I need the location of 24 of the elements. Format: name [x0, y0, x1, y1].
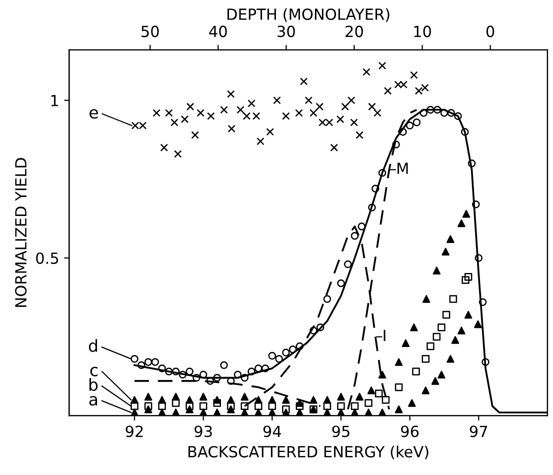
legend-label: a	[89, 396, 98, 406]
x-tick-label: 96	[401, 426, 419, 438]
x2-axis-title: DEPTH (MONOLAYER)	[227, 8, 390, 22]
series-label: M	[398, 162, 408, 174]
legend-label: d	[88, 339, 98, 352]
y-axis-title: NORMALIZED YIELD	[15, 158, 27, 307]
legend-label: e	[90, 109, 98, 119]
legend-label: b	[89, 378, 98, 391]
x2-tick-label: 10	[414, 26, 431, 38]
x-tick-label: 92	[126, 426, 143, 438]
x-tick-label: 94	[263, 426, 282, 438]
x2-tick-label: 40	[209, 26, 227, 38]
x-axis-title: BACKSCATTERED ENERGY (keV)	[188, 446, 428, 460]
x2-tick-label: 20	[346, 26, 363, 38]
x-tick-label: 95	[332, 426, 350, 438]
x-tick-label: 93	[194, 426, 212, 438]
series-label: I	[384, 330, 386, 342]
text: c	[90, 366, 98, 376]
x-tick-label: 97	[470, 426, 488, 438]
x2-tick-label: 30	[278, 26, 295, 38]
y-tick-label: 0.5	[36, 252, 58, 264]
x2-tick-label: 50	[142, 26, 159, 38]
x2-tick-label: 0	[486, 26, 494, 38]
y-tick-label: 1	[51, 94, 58, 106]
